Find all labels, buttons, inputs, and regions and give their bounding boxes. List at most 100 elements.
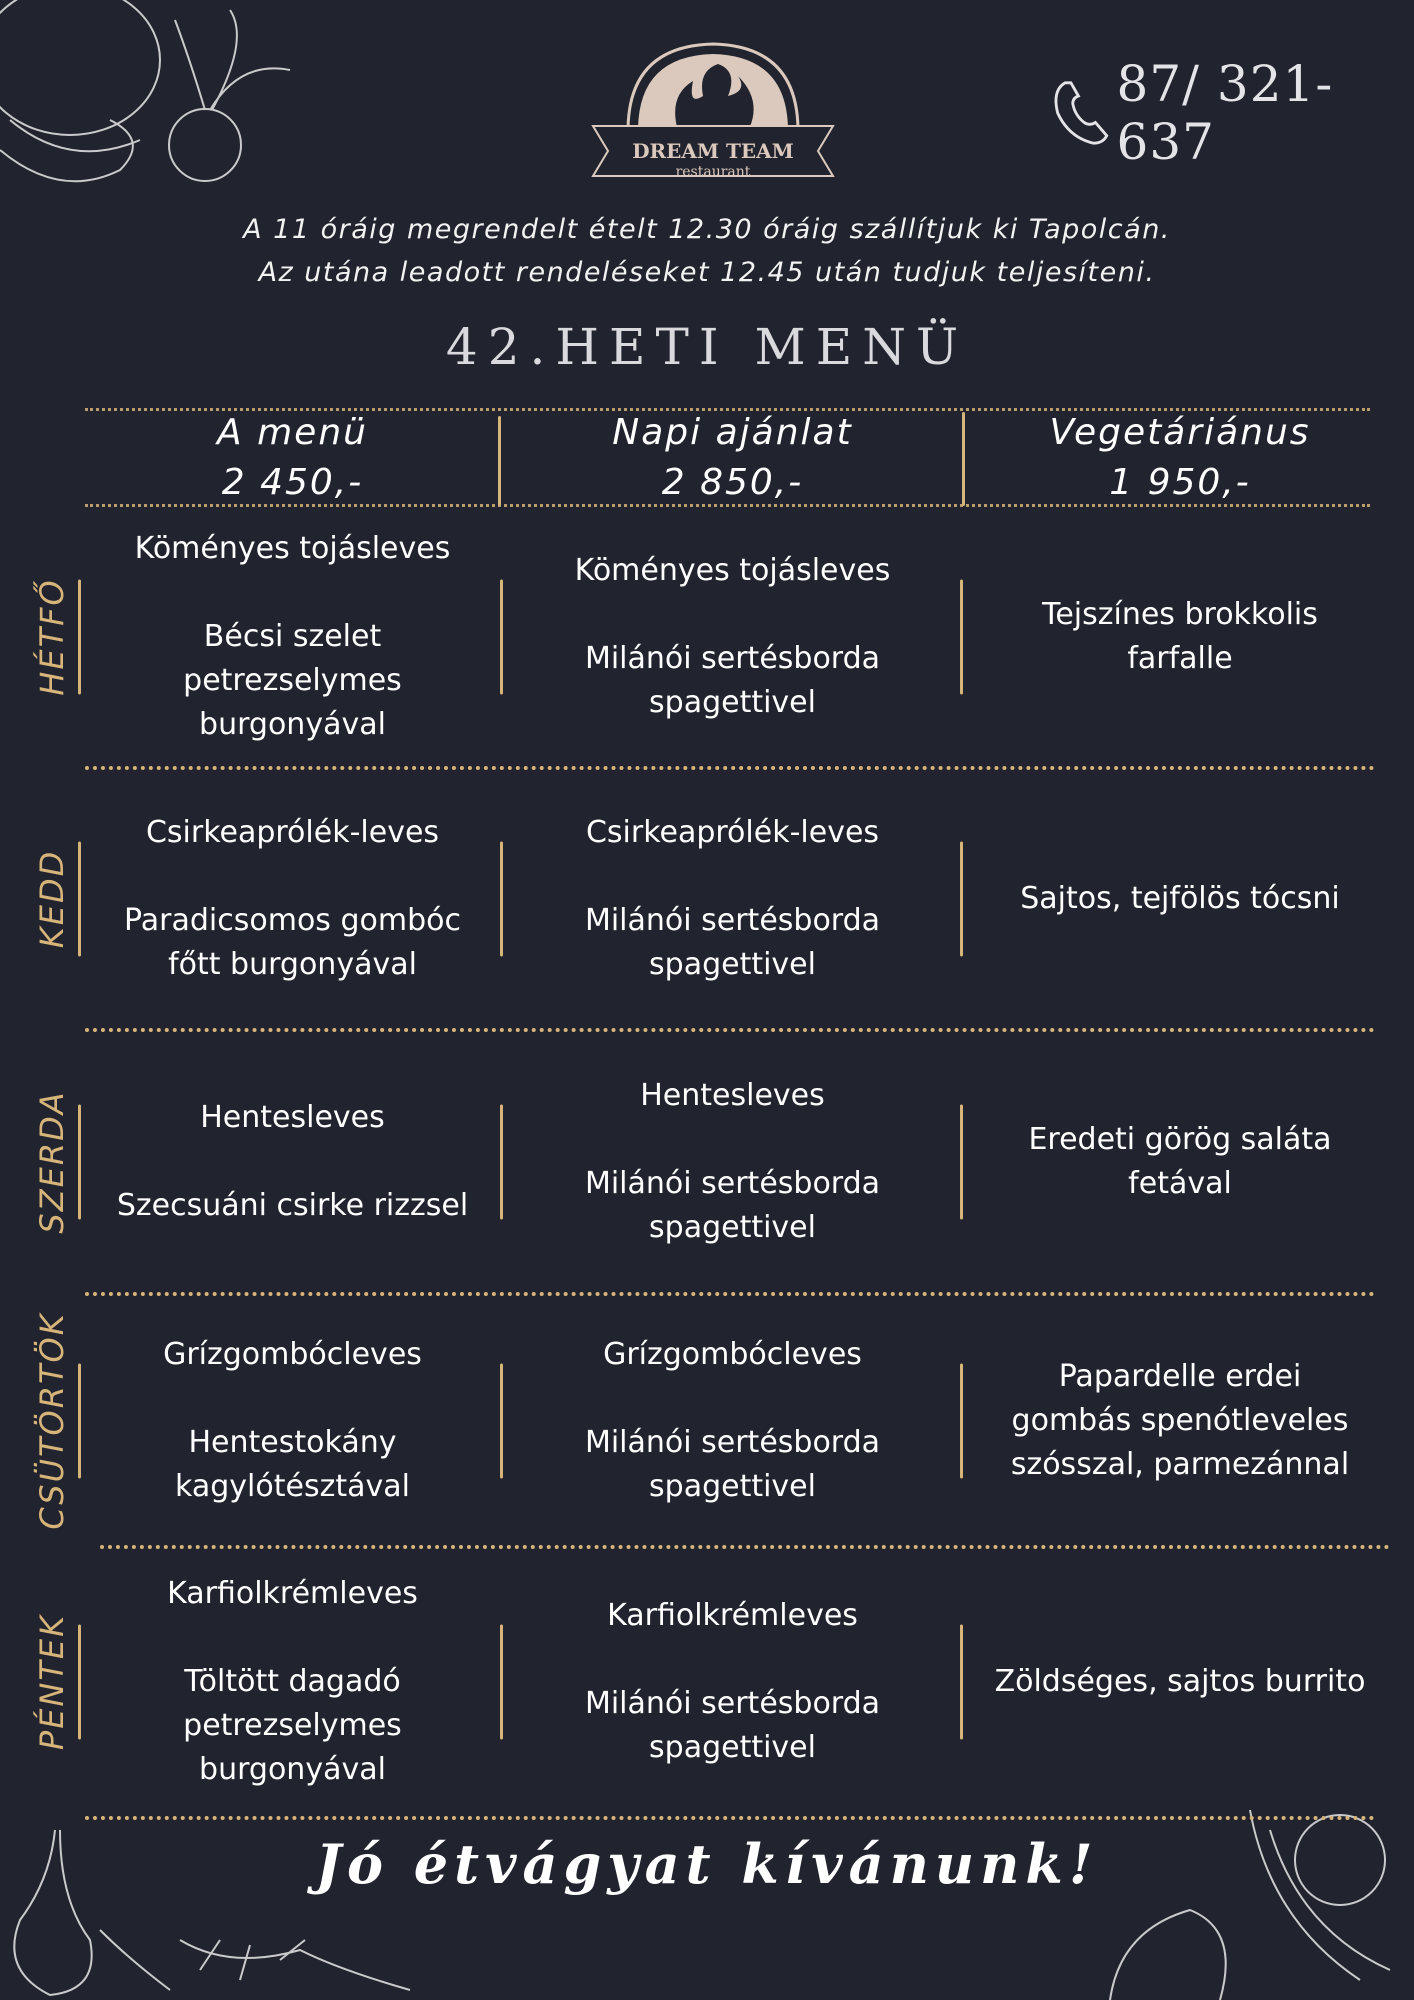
menu-item-line: Hentestokány [188, 1424, 397, 1460]
column-price: 2 450,- [221, 462, 364, 503]
column-separator [960, 1624, 963, 1740]
menu-item-line: Milánói sertésborda [584, 1686, 881, 1721]
notice-line: A 11 óráig megrendelt ételt 12.30 óráig … [243, 214, 1171, 245]
menu-item-line: főtt burgonyával [168, 947, 417, 982]
menu-item-line: Paradicsomos gombóc [124, 903, 461, 938]
menu-item-line: Milánói sertésborda [584, 641, 881, 676]
vegetarian-cell: Eredeti görög saláta fetával [960, 1032, 1400, 1292]
menu-item-line: burgonyával [199, 1752, 386, 1787]
menu-item-line: Hentesleves [200, 1100, 385, 1135]
column-header-a-menu: A menü 2 450,- [85, 408, 500, 504]
column-separator [962, 412, 965, 506]
column-header-napi-ajanlat: Napi ajánlat 2 850,- [510, 408, 955, 504]
menu-item-line: farfalle [1127, 641, 1233, 676]
a-menu-cell: Grízgombócleves Hentestokány kagylótésztáv… [85, 1296, 500, 1545]
day-divider [85, 1816, 1375, 1820]
menu-item-line: Köményes tojásleves [134, 531, 451, 566]
day-label: HÉTFŐ [33, 578, 71, 696]
menu-item-line: spagettivel [649, 1210, 816, 1245]
column-separator [500, 841, 503, 957]
menu-item-line: Karfiolkrémleves [607, 1598, 858, 1633]
napi-ajanlat-cell: Köményes tojásleves Milánói sertésborda sp… [510, 508, 955, 766]
menu-item-line: Karfiolkrémleves [167, 1576, 418, 1611]
column-separator [500, 1624, 503, 1740]
menu-item-line: Szecsuáni csirke rizzsel [116, 1188, 469, 1223]
vegetable-sketch-top-left [0, 0, 291, 183]
a-menu-cell: Hentesleves Szecsuáni csirke rizzsel [85, 1032, 500, 1292]
menu-item-line: kagylótésztával [175, 1468, 410, 1504]
day-label: SZERDA [33, 1090, 71, 1234]
restaurant-logo: DREAM TEAM restaurant [591, 42, 835, 180]
menu-item-line: Zöldséges, sajtos burrito [994, 1664, 1366, 1699]
column-name: A menü [217, 412, 368, 453]
column-separator [960, 1363, 963, 1478]
menu-item-line: Milánói sertésborda [584, 1166, 881, 1201]
menu-item-line: Milánói sertésborda [584, 1424, 881, 1460]
menu-item-line: Csirkeaprólék-leves [585, 815, 880, 850]
column-name: Vegetáriánus [1049, 412, 1311, 453]
day-label: PÉNTEK [33, 1613, 71, 1751]
day-divider [100, 1545, 1390, 1549]
menu-item-line: Tejszínes brokkolis [1042, 597, 1318, 632]
vegetarian-cell: Papardelle erdei gombás spenótleveles szós… [960, 1296, 1400, 1545]
day-row: SZERDA Hentesleves Szecsuáni csirke rizzs… [0, 1032, 1414, 1292]
phone-contact: 87/ 321-637 [1052, 55, 1414, 171]
day-bar [78, 1624, 81, 1740]
menu-item-line: Hentesleves [640, 1078, 825, 1113]
column-name: Napi ajánlat [612, 412, 853, 453]
vegetarian-cell: Tejszínes brokkolis farfalle [960, 508, 1400, 766]
column-separator [500, 579, 503, 695]
a-menu-cell: Csirkeaprólék-leves Paradicsomos gombóc fő… [85, 770, 500, 1028]
column-separator [498, 416, 501, 506]
day-bar [78, 1104, 81, 1220]
delivery-notice: A 11 óráig megrendelt ételt 12.30 óráig … [0, 208, 1414, 294]
menu-item-line: petrezselymes [183, 663, 402, 698]
day-label: KEDD [33, 849, 71, 949]
footer-greeting: Jó étvágyat kívánunk! [315, 1832, 1099, 1896]
menu-item-line: Csirkeaprólék-leves [145, 815, 440, 850]
menu-item-line: Köményes tojásleves [574, 553, 891, 588]
menu-item-line: spagettivel [649, 1730, 816, 1765]
pepper-tomato-sketch-bottom-right [1109, 1809, 1391, 2000]
menu-item-line: Bécsi szelet [203, 619, 382, 654]
menu-item-line: gombás spenótleveles [1011, 1402, 1349, 1438]
column-separator [500, 1363, 503, 1478]
page-title: 42.HETI MENÜ [445, 318, 969, 376]
a-menu-cell: Karfiolkrémleves Töltött dagadó petrezsely… [85, 1548, 500, 1816]
day-row: HÉTFŐ Köményes tojásleves Bécsi szelet pet… [0, 508, 1414, 766]
column-separator [960, 1104, 963, 1220]
notice-line: Az utána leadott rendeléseket 12.45 után… [258, 257, 1156, 288]
day-divider [85, 1028, 1375, 1032]
napi-ajanlat-cell: Csirkeaprólék-leves Milánói sertésborda sp… [510, 770, 955, 1028]
menu-item-line: Sajtos, tejfölös tócsni [1020, 881, 1340, 916]
day-row: KEDD Csirkeaprólék-leves Paradicsomos gom… [0, 770, 1414, 1028]
menu-item-line: szósszal, parmezánnal [1010, 1446, 1350, 1482]
menu-item-line: Grízgombócleves [603, 1336, 862, 1372]
phone-icon [1054, 81, 1109, 145]
menu-item-line: Papardelle erdei [1058, 1358, 1302, 1394]
divider [85, 504, 1370, 507]
column-price: 1 950,- [1109, 462, 1251, 503]
day-row: PÉNTEK Karfiolkrémleves Töltött dagadó pet… [0, 1548, 1414, 1816]
menu-item-line: Töltött dagadó [184, 1664, 401, 1699]
menu-item-line: Eredeti görög saláta [1028, 1122, 1332, 1157]
column-separator [960, 841, 963, 957]
menu-item-line: spagettivel [649, 947, 816, 982]
day-divider [85, 1292, 1375, 1296]
napi-ajanlat-cell: Karfiolkrémleves Milánói sertésborda spage… [510, 1548, 955, 1816]
phone-number: 87/ 321-637 [1116, 55, 1334, 171]
day-divider [85, 766, 1375, 770]
menu-item-line: spagettivel [649, 685, 816, 720]
napi-ajanlat-cell: Hentesleves Milánói sertésborda spagettive… [510, 1032, 955, 1292]
menu-item-line: Grízgombócleves [163, 1336, 422, 1372]
menu-item-line: fetával [1128, 1166, 1232, 1201]
column-price: 2 850,- [661, 462, 804, 503]
column-separator [960, 579, 963, 695]
divider [85, 408, 1370, 411]
day-bar [78, 579, 81, 695]
a-menu-cell: Köményes tojásleves Bécsi szelet petrezsel… [85, 508, 500, 766]
menu-item-line: Milánói sertésborda [584, 903, 881, 938]
vegetarian-cell: Sajtos, tejfölös tócsni [960, 770, 1400, 1028]
column-separator [500, 1104, 503, 1220]
vegetarian-cell: Zöldséges, sajtos burrito [960, 1548, 1400, 1816]
